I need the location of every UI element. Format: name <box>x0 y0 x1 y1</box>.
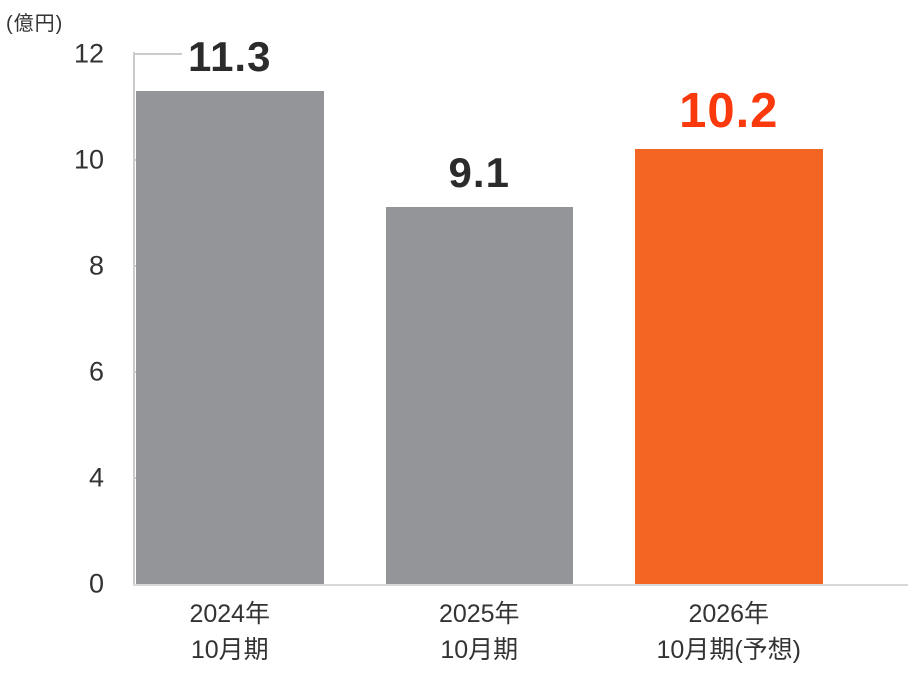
value-label: 10.2 <box>679 83 779 138</box>
x-category-label-line: 2026年 <box>688 600 770 628</box>
y-axis-unit-label: (億円) <box>6 13 64 35</box>
y-tick-mark <box>134 52 182 55</box>
y-tick-label: 8 <box>88 250 104 280</box>
x-axis-baseline <box>133 584 908 586</box>
y-tick-label: 10 <box>73 144 104 174</box>
bar-2026-forecast <box>635 148 823 584</box>
bar-2025 <box>385 207 573 584</box>
x-category-label: 2024年 10月期 <box>189 596 270 668</box>
value-label: 11.3 <box>188 32 272 80</box>
value-label: 9.1 <box>448 149 510 197</box>
y-tick-label: 12 <box>73 38 104 68</box>
bar-2024 <box>136 90 324 584</box>
x-category-label-line: 10月期 <box>190 636 269 664</box>
x-category-label: 2025年 10月期 <box>439 596 520 668</box>
x-category-label-line: 10月期(予想) <box>656 636 801 664</box>
x-category-label-line: 10月期 <box>440 636 519 664</box>
y-tick-label: 0 <box>88 568 104 599</box>
y-tick-label: 4 <box>88 462 104 492</box>
x-category-label-line: 2024年 <box>189 600 271 628</box>
y-tick-label: 6 <box>88 356 104 386</box>
x-category-label: 2026年 10月期(予想) <box>657 596 801 668</box>
x-category-label-line: 2025年 <box>438 600 520 628</box>
y-axis-line <box>133 52 135 586</box>
